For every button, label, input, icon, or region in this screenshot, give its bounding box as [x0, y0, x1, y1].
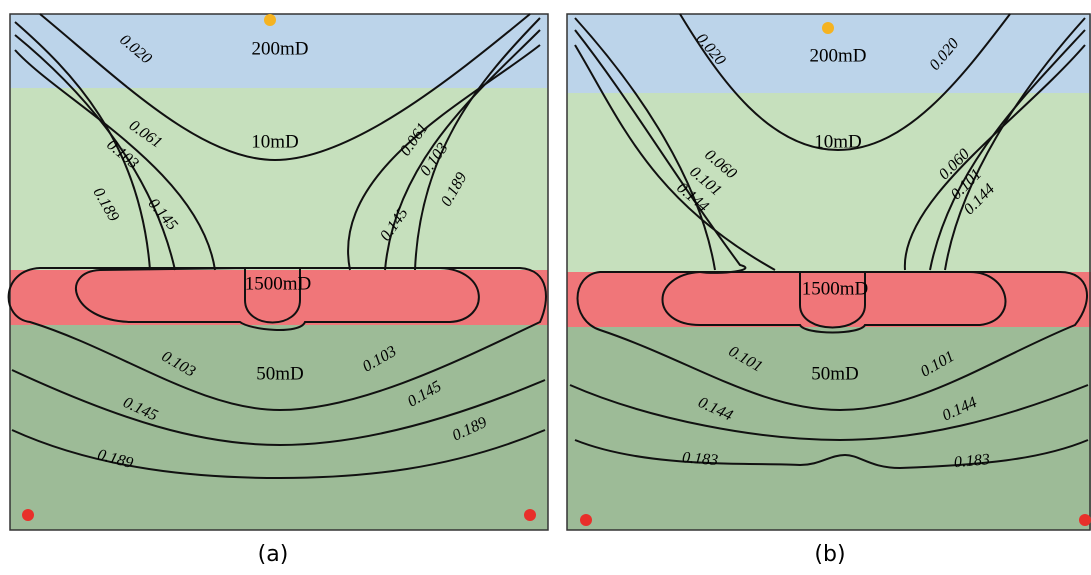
well [580, 514, 592, 526]
layer-10md [567, 93, 1091, 272]
contour-label: 0.183 [953, 451, 990, 471]
layer-label: 50mD [256, 363, 304, 384]
layer-200md [10, 14, 548, 88]
layer-label: 50mD [811, 363, 859, 384]
layer-label: 1500mD [802, 278, 869, 299]
well [524, 509, 536, 521]
layer-50md [567, 327, 1091, 530]
well [1079, 514, 1091, 526]
caption: (b) [814, 542, 845, 567]
layer-label: 200mD [252, 38, 309, 59]
layer-label: 10mD [251, 131, 299, 152]
contour-label: 0.183 [681, 449, 718, 469]
caption: (a) [258, 542, 289, 567]
source-icon [822, 22, 834, 34]
layer-1500md [567, 272, 1091, 327]
panel-a [7, 13, 549, 531]
layer-label: 200mD [810, 45, 867, 66]
frame [9, 13, 549, 531]
well [22, 509, 34, 521]
panel-b [566, 13, 1091, 531]
contours [7, 13, 547, 480]
layer-label: 10mD [814, 131, 862, 152]
frame [566, 13, 1091, 531]
source-icon [264, 14, 276, 26]
contours [569, 13, 1089, 470]
layer-label: 1500mD [245, 273, 312, 294]
